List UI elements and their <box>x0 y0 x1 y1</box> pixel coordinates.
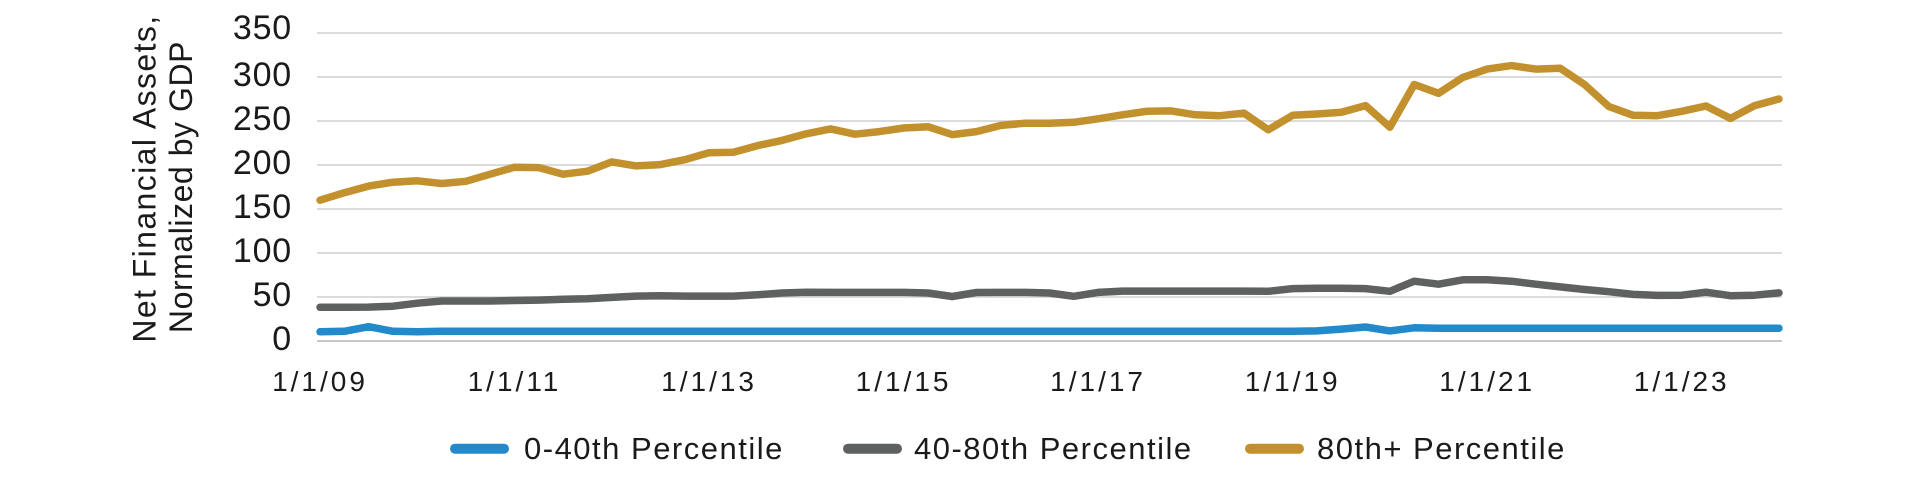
svg-text:1/1/11: 1/1/11 <box>468 366 562 397</box>
svg-text:350: 350 <box>233 9 292 47</box>
svg-text:250: 250 <box>233 100 292 138</box>
svg-text:Normalized by GDP: Normalized by GDP <box>163 41 199 333</box>
svg-text:80th+ Percentile: 80th+ Percentile <box>1317 431 1566 466</box>
svg-text:1/1/21: 1/1/21 <box>1439 366 1535 397</box>
svg-text:300: 300 <box>233 56 292 94</box>
svg-text:150: 150 <box>233 188 292 226</box>
svg-text:1/1/13: 1/1/13 <box>661 366 757 397</box>
svg-text:100: 100 <box>233 232 292 270</box>
svg-text:1/1/23: 1/1/23 <box>1634 366 1730 397</box>
svg-text:200: 200 <box>233 144 292 182</box>
svg-text:1/1/19: 1/1/19 <box>1245 366 1341 397</box>
svg-text:50: 50 <box>253 276 292 314</box>
svg-text:1/1/15: 1/1/15 <box>856 366 952 397</box>
svg-text:0: 0 <box>272 320 292 358</box>
svg-text:40-80th Percentile: 40-80th Percentile <box>914 431 1193 466</box>
svg-text:0-40th Percentile: 0-40th Percentile <box>524 431 784 466</box>
svg-text:1/1/17: 1/1/17 <box>1050 366 1146 397</box>
svg-text:1/1/09: 1/1/09 <box>272 366 368 397</box>
svg-text:Net Financial Assets,: Net Financial Assets, <box>127 14 163 342</box>
